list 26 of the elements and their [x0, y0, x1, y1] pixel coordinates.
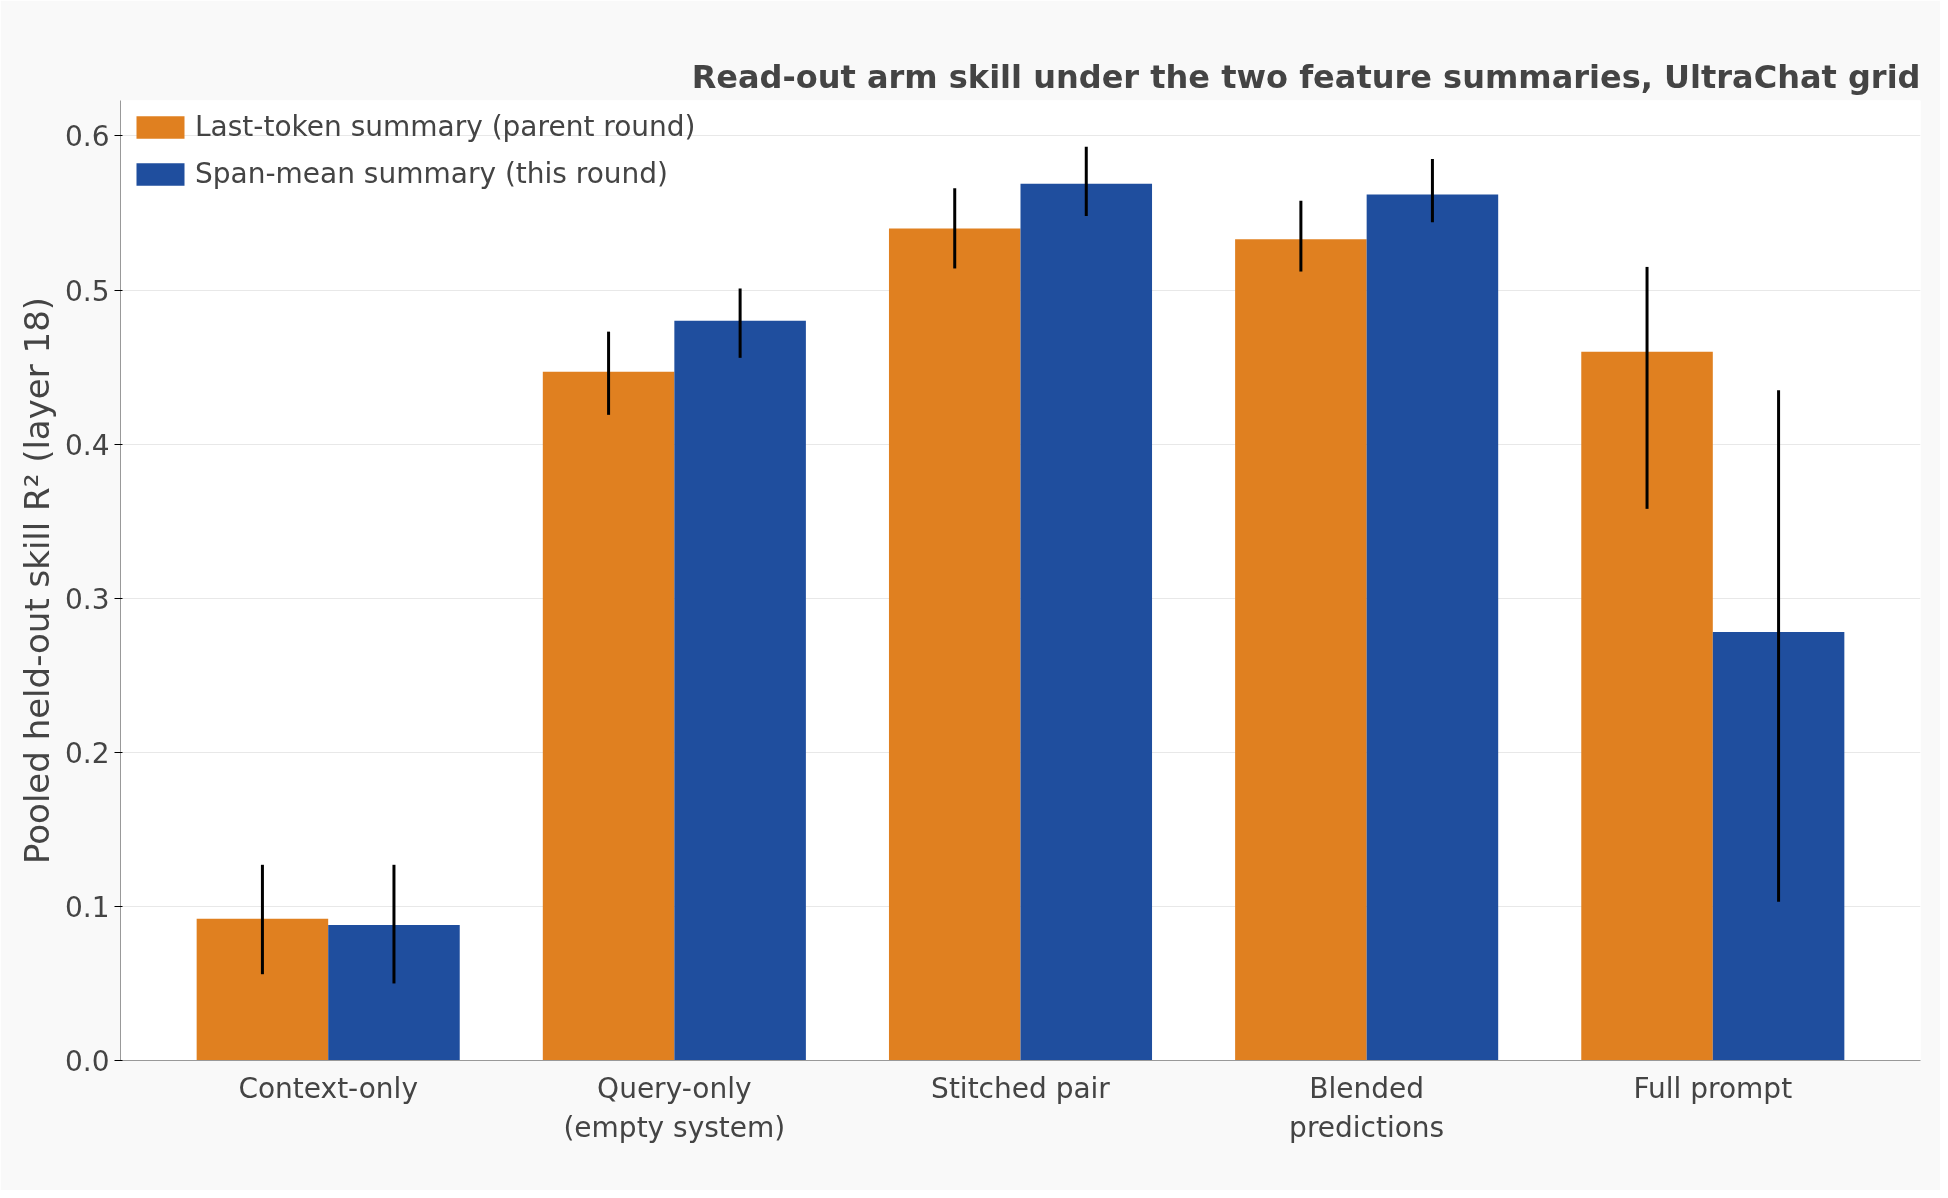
bar — [542, 371, 675, 1061]
bar — [328, 924, 460, 1061]
bar — [1712, 632, 1845, 1061]
bar — [1235, 239, 1367, 1061]
x-tick-label: Blended predictions — [1289, 1071, 1445, 1145]
x-tick-label: Stitched pair — [931, 1071, 1111, 1105]
y-tick-label: 0.2 — [64, 736, 110, 770]
legend-label: Span-mean summary (this round) — [195, 157, 669, 190]
x-tick-label: Context-only — [238, 1071, 418, 1105]
bar — [888, 228, 1021, 1061]
bar — [1581, 351, 1713, 1061]
y-tick-label: 0.0 — [64, 1045, 110, 1078]
y-tick-label: 0.1 — [64, 890, 110, 924]
y-tick-label: 0.4 — [64, 428, 110, 462]
x-tick-label: Full prompt — [1633, 1071, 1793, 1105]
y-tick-label: 0.6 — [64, 120, 110, 154]
legend-label: Last-token summary (parent round) — [195, 110, 696, 143]
y-tick-label: 0.3 — [64, 582, 110, 616]
y-tick-label: 0.5 — [64, 274, 110, 308]
bar — [674, 320, 806, 1061]
bar — [196, 918, 329, 1061]
bar — [1020, 183, 1153, 1061]
bar — [1366, 194, 1499, 1061]
x-tick-label: Query-only (empty system) — [563, 1071, 786, 1145]
y-axis-title: Pooled held-out skill R² (layer 18) — [16, 296, 57, 865]
chart-title: Read-out arm skill under the two feature summaries, UltraChat grid — [691, 57, 1921, 96]
